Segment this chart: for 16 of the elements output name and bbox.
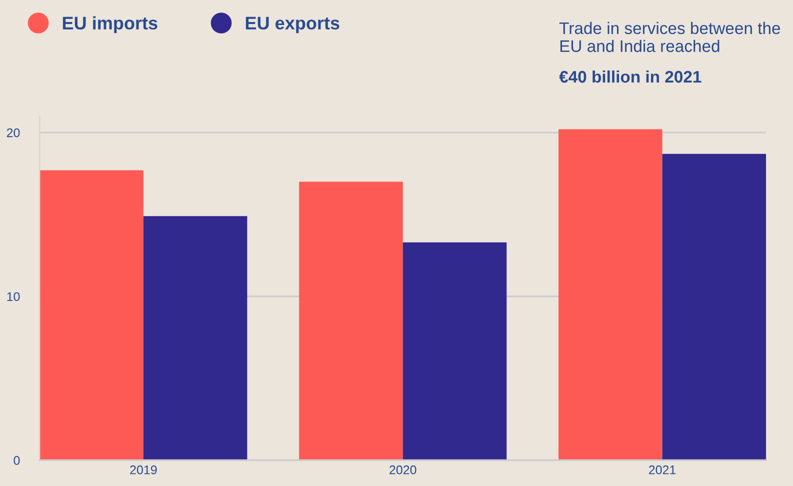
y-tick-label: 0	[14, 456, 20, 465]
x-tick-label: 2019	[130, 465, 157, 474]
y-tick-label: 10	[7, 292, 20, 302]
legend-label: EU exports	[246, 16, 340, 34]
chart-subtitle: €40 billion in 2021	[559, 70, 702, 83]
bar	[558, 129, 662, 460]
bar	[299, 182, 403, 460]
chart-title: Trade in services between the EU and India reached	[559, 22, 780, 52]
bar	[143, 216, 248, 460]
y-tick-label: 20	[6, 128, 20, 138]
bar	[402, 242, 507, 460]
x-tick-label: 2021	[648, 465, 676, 474]
bar	[662, 154, 766, 460]
legend-label: EU imports	[62, 16, 158, 34]
x-tick-label: 2020	[390, 465, 416, 474]
bar	[40, 170, 144, 460]
